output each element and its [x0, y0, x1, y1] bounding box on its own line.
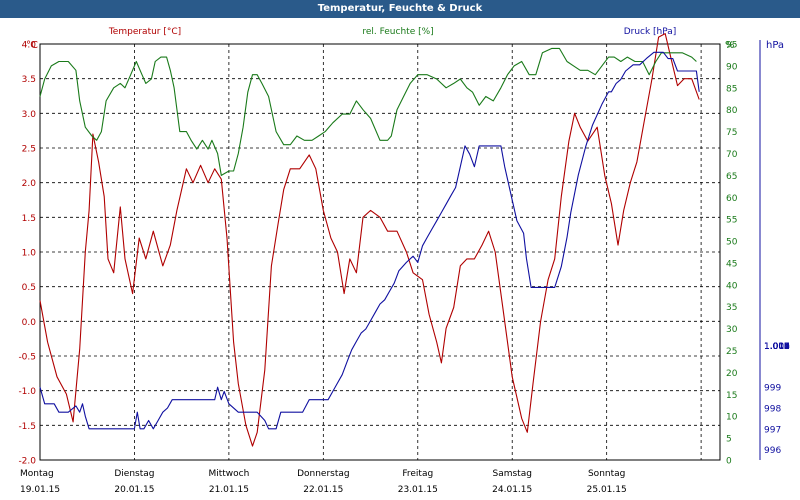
tick-label-pressure: 1.014 [764, 342, 790, 352]
tick-label-temperature: 0.0 [22, 318, 37, 328]
tick-label-temperature: 1.0 [22, 249, 37, 259]
tick-label-pressure: 1.006 [764, 342, 790, 352]
tick-label-humidity: 30 [726, 325, 738, 335]
tick-label-pressure: 997 [764, 425, 781, 435]
x-label-day: Mittwoch [208, 469, 249, 479]
legend-pressure: Druck [hPa] [624, 27, 677, 37]
chart-grid [39, 43, 721, 461]
tick-label-humidity: 20 [726, 369, 738, 379]
legend: Temperatur [°C] rel. Feuchte [%] Druck [… [108, 27, 676, 37]
tick-label-humidity: 60 [726, 194, 738, 204]
tick-label-temperature: 3.0 [22, 110, 37, 120]
tick-label-humidity: 70 [726, 150, 738, 160]
axis-right1-unit: % [725, 40, 735, 51]
tick-label-temperature: 3.5 [22, 75, 36, 85]
axis-left-unit: °C [26, 40, 38, 51]
tick-label-temperature: 2.0 [22, 179, 37, 189]
x-label-day: Dienstag [114, 469, 154, 479]
tick-label-temperature: -0.5 [18, 353, 36, 363]
tick-label-pressure: 1.011 [764, 342, 790, 352]
tick-label-humidity: 10 [726, 413, 738, 423]
x-label-date: 23.01.15 [398, 485, 438, 495]
tick-label-pressure: 1.004 [764, 342, 790, 352]
x-label-date: 24.01.15 [492, 485, 532, 495]
tick-label-humidity: 25 [726, 347, 737, 357]
x-label-date: 19.01.15 [20, 485, 60, 495]
tick-label-temperature: -1.0 [18, 387, 36, 397]
x-label-date: 21.01.15 [209, 485, 249, 495]
x-label-day: Samstag [492, 469, 531, 479]
tick-label-humidity: 50 [726, 238, 738, 248]
tick-label-pressure: 1.000 [764, 342, 790, 352]
tick-label-humidity: 95 [726, 41, 737, 51]
tick-label-temperature: -1.5 [18, 422, 36, 432]
axis-right-pressure: hPa 1.0151.0141.0131.0121.0111.0101.0091… [759, 40, 790, 460]
tick-label-humidity: 85 [726, 84, 737, 94]
tick-label-pressure: 1.015 [764, 342, 790, 352]
tick-label-pressure: 996 [764, 446, 781, 456]
series-line-temperature [39, 33, 700, 447]
tick-label-pressure: 998 [764, 405, 781, 415]
tick-label-humidity: 80 [726, 106, 738, 116]
axis-right2-unit: hPa [766, 40, 784, 51]
axis-left-temperature: °C 4.0 3.5 3.0 2.5 2.0 1.5 1.0 0.5 0.0 -0.5 -1.0 -1… [18, 40, 38, 467]
tick-label-pressure: 1.008 [764, 342, 790, 352]
x-label-date: 22.01.15 [303, 485, 343, 495]
tick-label-humidity: 35 [726, 303, 737, 313]
tick-label-humidity: 0 [726, 457, 732, 467]
series-line-humidity [39, 47, 697, 176]
series-lines [39, 33, 700, 447]
x-axis-labels: Montag 19.01.15 Dienstag 20.01.15 Mittwoch 21… [20, 469, 627, 495]
tick-label-pressure: 1.007 [764, 342, 790, 352]
window-title: Temperatur, Feuchte & Druck [0, 0, 800, 18]
tick-label-pressure: 1.010 [764, 342, 790, 352]
x-label-day: Freitag [402, 469, 433, 479]
tick-label-temperature: 2.5 [22, 145, 36, 155]
x-label-day: Montag [20, 469, 54, 479]
tick-label-pressure: 1.012 [764, 342, 790, 352]
tick-label-pressure: 1.001 [764, 342, 790, 352]
tick-label-humidity: 5 [726, 435, 732, 445]
tick-label-pressure: 1.003 [764, 342, 790, 352]
tick-label-temperature: -2.0 [18, 457, 36, 467]
legend-humidity: rel. Feuchte [%] [362, 27, 433, 37]
series-line-pressure [39, 51, 700, 430]
tick-label-pressure: 1.009 [764, 342, 790, 352]
legend-temperature: Temperatur [°C] [108, 27, 181, 37]
x-label-day: Sonntag [588, 469, 625, 479]
tick-label-humidity: 75 [726, 128, 737, 138]
x-label-date: 20.01.15 [114, 485, 154, 495]
tick-label-humidity: 90 [726, 62, 738, 72]
weather-chart: °C 4.0 3.5 3.0 2.5 2.0 1.5 1.0 0.5 0.0 -0.5 -1.0 -1… [18, 27, 790, 495]
tick-label-humidity: 40 [726, 281, 738, 291]
x-label-day: Donnerstag [297, 469, 350, 479]
tick-label-temperature: 4.0 [22, 41, 37, 51]
x-label-date: 25.01.15 [587, 485, 627, 495]
tick-label-pressure: 1.005 [764, 342, 790, 352]
tick-label-humidity: 55 [726, 216, 737, 226]
tick-label-pressure: 999 [764, 384, 781, 394]
tick-label-humidity: 15 [726, 391, 737, 401]
tick-label-temperature: 1.5 [22, 214, 36, 224]
tick-label-pressure: 1.002 [764, 342, 790, 352]
tick-label-temperature: 0.5 [22, 283, 36, 293]
tick-label-humidity: 65 [726, 172, 737, 182]
tick-label-humidity: 45 [726, 259, 737, 269]
tick-label-pressure: 1.013 [764, 342, 790, 352]
